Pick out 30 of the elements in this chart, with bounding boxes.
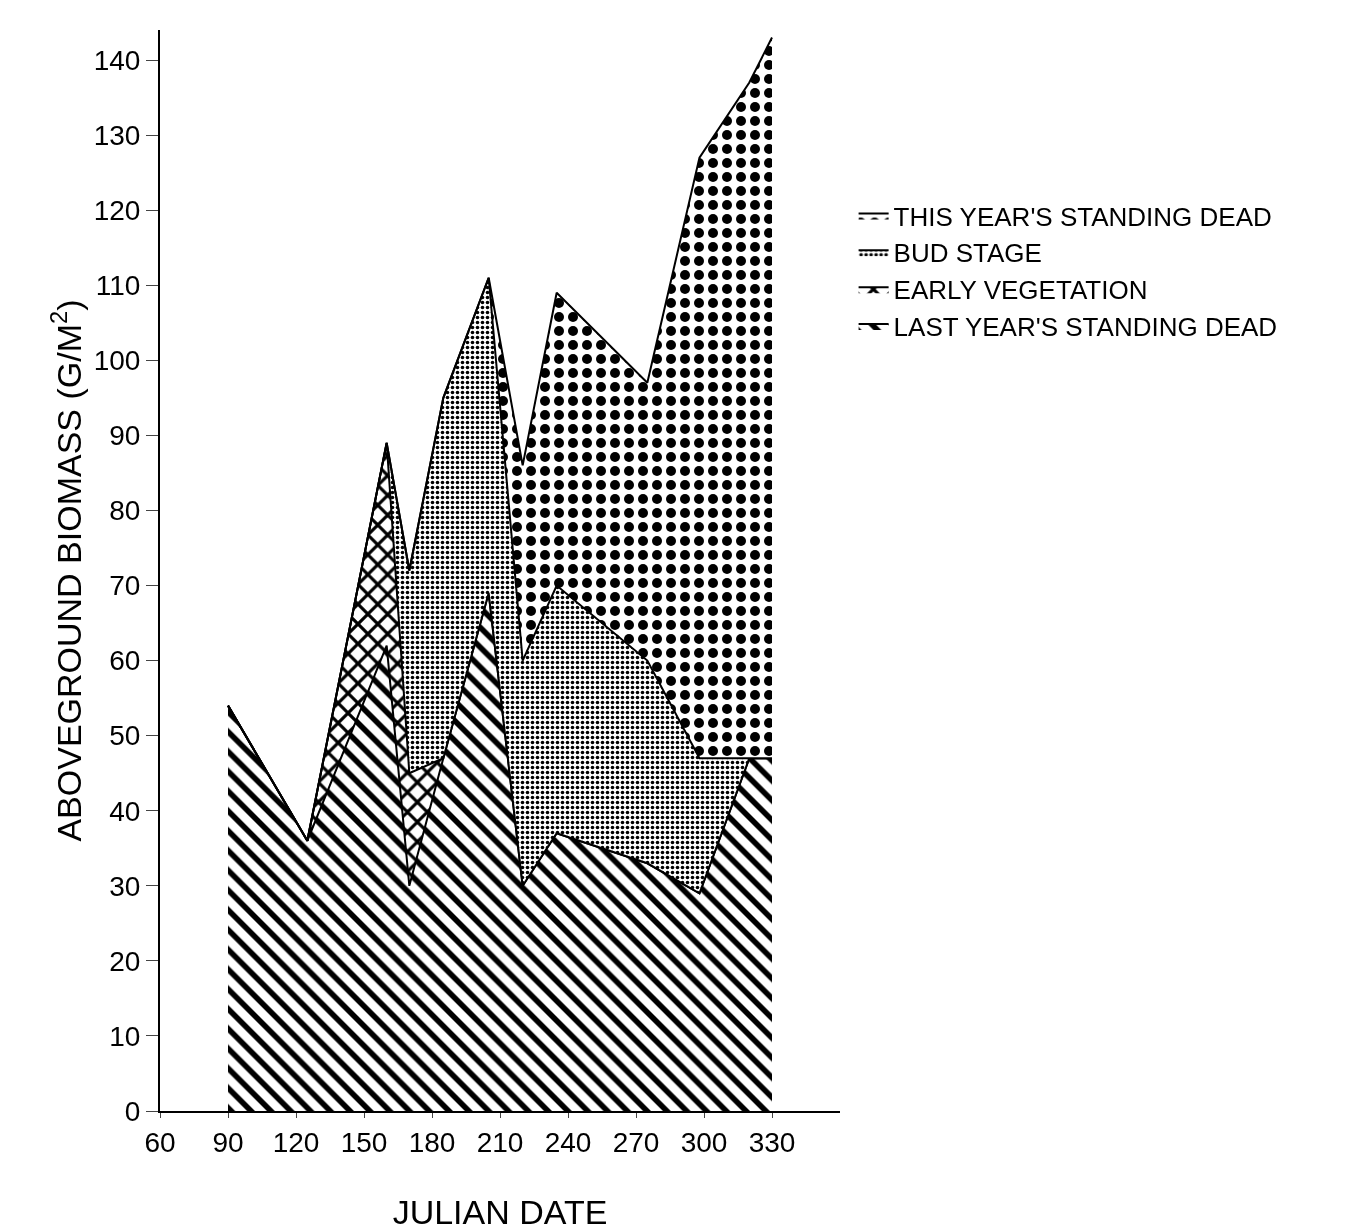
legend-label: THIS YEAR'S STANDING DEAD [893,201,1272,232]
x-axis-title: JULIAN DATE [392,1193,608,1231]
y-tick-label: 120 [93,194,141,226]
y-tick-label: 130 [93,119,141,151]
y-tick-label: 60 [109,645,141,677]
legend-label: EARLY VEGETATION [893,275,1148,306]
x-tick-label: 330 [748,1126,796,1158]
x-tick-label: 180 [408,1126,456,1158]
y-tick-label: 70 [109,570,141,602]
x-tick-label: 300 [680,1126,728,1158]
x-tick-label: 210 [476,1126,524,1158]
legend-label: BUD STAGE [893,238,1042,269]
y-tick-label: 0 [124,1095,141,1127]
y-tick-label: 50 [109,720,141,752]
x-tick-label: 270 [612,1126,660,1158]
y-tick-label: 10 [109,1020,141,1052]
x-tick-label: 90 [212,1126,244,1158]
y-tick-label: 100 [93,345,141,377]
legend-label: LAST YEAR'S STANDING DEAD [893,312,1278,343]
x-tick-label: 150 [340,1126,388,1158]
y-tick-label: 110 [95,270,141,302]
x-tick-label: 240 [544,1126,592,1158]
y-tick-label: 30 [109,870,141,902]
x-tick-label: 60 [144,1126,176,1158]
y-tick-label: 20 [109,945,141,977]
y-tick-label: 40 [109,795,141,827]
y-tick-label: 80 [109,495,141,527]
y-tick-label: 90 [109,420,141,452]
x-tick-label: 120 [272,1126,320,1158]
y-tick-label: 140 [93,44,141,76]
